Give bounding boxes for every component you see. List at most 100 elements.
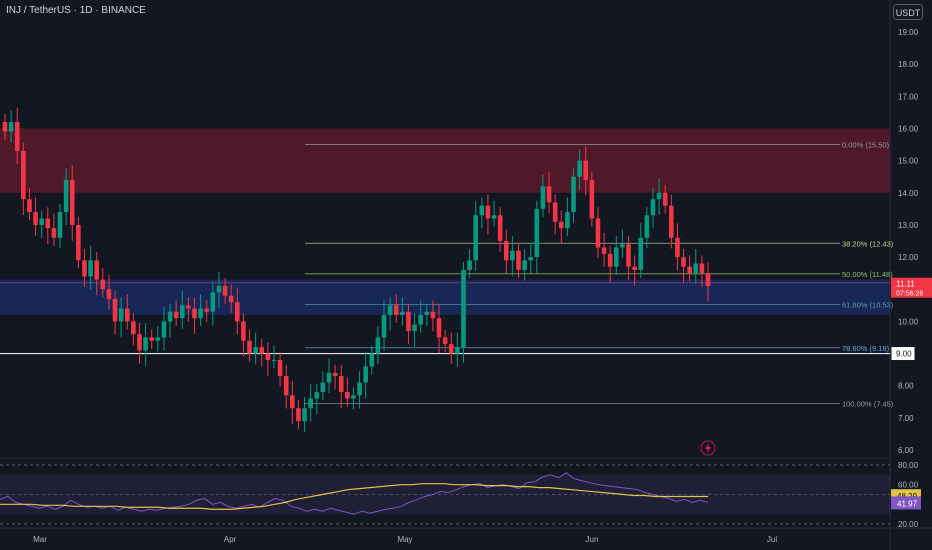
candle-body xyxy=(510,250,515,261)
candle-body xyxy=(491,215,497,219)
price-tick-label: 8.00 xyxy=(898,382,914,391)
candle-body xyxy=(534,208,540,258)
candle-body xyxy=(675,237,680,258)
candle-body xyxy=(424,311,430,315)
candle-body xyxy=(283,376,289,396)
rsi-tag xyxy=(891,496,921,510)
candle-body xyxy=(247,340,252,354)
candle-body xyxy=(662,192,668,206)
candle-body xyxy=(522,260,527,270)
price-tick-label: 19.00 xyxy=(898,28,919,37)
candle-body xyxy=(63,179,69,213)
time-tick-label: Apr xyxy=(224,535,237,544)
current-price-label: 11.11 xyxy=(896,280,915,289)
candle-body xyxy=(228,295,234,303)
rsi-value: 41.97 xyxy=(897,499,918,508)
candle-body xyxy=(296,408,301,422)
lightning-bolt-icon xyxy=(705,443,711,453)
price-tick-label: 14.00 xyxy=(898,189,919,198)
candle-body xyxy=(161,321,167,338)
candle-body xyxy=(448,343,454,354)
candle-body xyxy=(204,308,210,312)
candle-body xyxy=(338,376,344,393)
rsi-tick-label: 80.00 xyxy=(898,461,919,470)
candle-body xyxy=(302,408,307,422)
candle-body xyxy=(656,192,662,200)
candle-body xyxy=(143,337,148,351)
candle-body xyxy=(345,392,350,399)
candle-body xyxy=(210,292,216,312)
candle-body xyxy=(45,218,51,229)
candle-body xyxy=(118,308,124,322)
candle-body xyxy=(82,260,87,277)
candle-body xyxy=(106,289,112,299)
rsi-tick-label: 60.00 xyxy=(898,481,919,490)
candle-body xyxy=(546,186,552,203)
candle-body xyxy=(650,199,656,216)
candle-body xyxy=(467,260,472,270)
candle-body xyxy=(620,244,625,248)
rsi-ma-line xyxy=(0,483,708,510)
candle-body xyxy=(577,160,582,177)
price-tick-label: 13.00 xyxy=(898,221,919,230)
candle-body xyxy=(320,382,326,393)
candle-body xyxy=(271,359,277,361)
candle-body xyxy=(290,395,295,409)
candle-body xyxy=(485,205,491,219)
fib-label: 61.80% (10.53) xyxy=(842,300,894,309)
candle-body xyxy=(173,311,179,319)
candle-body xyxy=(601,247,607,254)
candle-body xyxy=(528,257,534,261)
candle-body xyxy=(124,308,130,322)
candle-body xyxy=(222,286,228,296)
candle-body xyxy=(357,382,362,396)
candle-body xyxy=(253,347,258,354)
candle-body xyxy=(94,260,99,280)
candle-body xyxy=(589,179,595,219)
zone-support xyxy=(0,279,890,315)
candle-body xyxy=(571,176,576,213)
fib-label: 38.20% (12.43) xyxy=(842,239,894,248)
fib-label: 100.00% (7.45) xyxy=(842,399,894,408)
candle-body xyxy=(314,392,320,399)
candle-body xyxy=(186,305,191,309)
price-tick-label: 6.00 xyxy=(898,446,914,455)
candle-body xyxy=(241,321,246,341)
candle-body xyxy=(699,263,705,274)
candle-body xyxy=(540,186,546,209)
candle-body xyxy=(8,122,14,132)
candle-body xyxy=(681,257,686,267)
price-tick-label: 18.00 xyxy=(898,60,919,69)
candle-body xyxy=(216,286,222,293)
candle-body xyxy=(198,308,203,319)
candle-body xyxy=(693,263,699,274)
candle-body xyxy=(265,353,271,360)
price-tick-label: 15.00 xyxy=(898,157,919,166)
rsi-line xyxy=(0,472,709,515)
candle-body xyxy=(436,318,442,338)
candle-body xyxy=(418,314,423,325)
candle-body xyxy=(430,311,436,319)
candle-body xyxy=(669,205,674,238)
candle-body xyxy=(638,237,644,270)
candle-body xyxy=(179,305,185,319)
candle-body xyxy=(76,224,81,261)
candle-body xyxy=(33,212,38,225)
currency-button[interactable]: USDT xyxy=(893,4,923,20)
candle-body xyxy=(687,266,692,274)
candle-body xyxy=(614,247,619,267)
candle-body xyxy=(516,250,521,270)
candle-body xyxy=(565,212,570,229)
lightning-icon xyxy=(700,440,716,456)
candle-body xyxy=(705,273,711,287)
candle-body xyxy=(259,347,265,354)
candle-body xyxy=(131,321,136,335)
candle-body xyxy=(632,266,637,270)
countdown-label: 07:56:26 xyxy=(896,291,923,298)
candle-body xyxy=(308,398,313,409)
candle-body xyxy=(442,337,448,344)
price-tick-label: 17.00 xyxy=(898,92,919,101)
candle-body xyxy=(595,218,601,248)
candle-body xyxy=(387,305,393,315)
